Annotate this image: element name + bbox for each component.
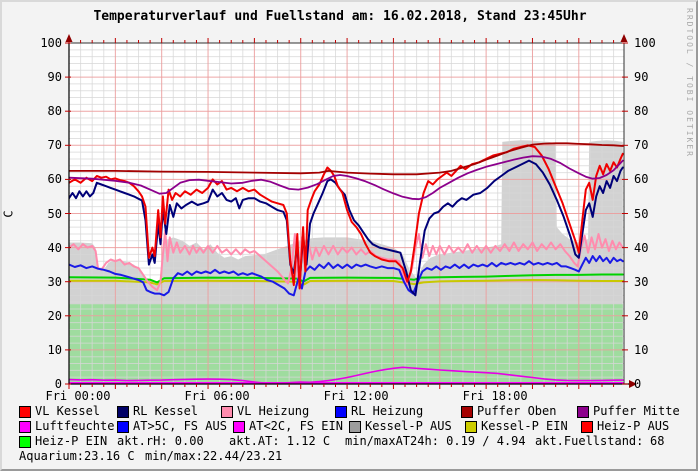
y-tick-label-left: 50 xyxy=(47,206,62,221)
stats-value: min/max:22.44/23.21 xyxy=(145,449,283,463)
legend-label: Kessel-P EIN xyxy=(481,419,568,433)
legend-label: VL Heizung xyxy=(237,404,310,418)
y-axis-arrow-left xyxy=(65,34,73,42)
y-tick-label-left: 90 xyxy=(47,70,62,85)
y-tick-label-left: 60 xyxy=(47,172,62,187)
stats-value: min/maxAT24h: 0.19 / 4.94 xyxy=(345,434,526,448)
y-tick-label-right: 60 xyxy=(634,172,649,187)
chart-title: Temperaturverlauf und Fuellstand am: 16.… xyxy=(93,9,587,24)
series-heiz-p-ein xyxy=(69,273,624,284)
legend-swatch xyxy=(465,421,477,433)
x-tick-label: Fri 06:00 xyxy=(184,389,250,403)
y-tick-label-right: 100 xyxy=(634,36,656,50)
legend-swatch xyxy=(461,406,473,418)
legend-label: RL Heizung xyxy=(351,404,424,418)
y-tick-label-left: 0 xyxy=(54,377,62,391)
legend-swatch xyxy=(335,406,347,418)
legend-label: Puffer Mitte xyxy=(593,404,680,418)
y-tick-label-right: 90 xyxy=(634,70,649,85)
y-tick-label-left: 10 xyxy=(47,342,62,357)
y-tick-label-right: 80 xyxy=(634,104,649,119)
y-tick-label-left: 70 xyxy=(47,138,62,153)
legend-label: AT<2C, FS EIN xyxy=(249,419,343,433)
legend-label: Kessel-P AUS xyxy=(365,419,452,433)
y-tick-label-left: 30 xyxy=(47,274,62,289)
y-tick-label-right: 70 xyxy=(634,138,649,153)
x-tick-label: Fri 12:00 xyxy=(323,389,389,403)
legend-label: Heiz-P AUS xyxy=(597,419,670,433)
legend-label: Luftfeuchte xyxy=(35,419,115,433)
legend-swatch xyxy=(581,421,593,433)
legend-swatch xyxy=(233,421,245,433)
legend-swatch xyxy=(19,436,31,448)
legend-swatch xyxy=(117,421,129,433)
series-puffer-mitte xyxy=(69,155,624,201)
area-heiz-p-ein-band xyxy=(69,304,623,384)
y-tick-label-left: 20 xyxy=(47,308,62,323)
series-kessel-p-ein xyxy=(69,279,624,286)
legend-label: Puffer Oben xyxy=(477,404,557,418)
legend-label: AT>5C, FS AUS xyxy=(133,419,227,433)
y-tick-label-right: 40 xyxy=(634,240,649,255)
stats-value: 68 xyxy=(650,434,665,448)
x-tick-label: Fri 18:00 xyxy=(462,389,528,403)
legend-label: Heiz-P EIN xyxy=(35,434,108,448)
legend-swatch xyxy=(221,406,233,418)
legend-swatch xyxy=(349,421,361,433)
y-tick-label-left: 80 xyxy=(47,104,62,119)
y-tick-label-left: 40 xyxy=(47,240,62,255)
y-tick-label-right: 30 xyxy=(634,274,649,289)
y-tick-label-left: 100 xyxy=(40,36,62,50)
y-tick-label-right: 20 xyxy=(634,308,649,323)
series-puffer-oben xyxy=(69,142,624,176)
legend-swatch xyxy=(19,406,31,418)
legend-swatch xyxy=(117,406,129,418)
legend-swatch xyxy=(19,421,31,433)
series-vl-heizung xyxy=(69,229,624,292)
stats-value: akt.Fuellstand: xyxy=(535,434,644,448)
series-rl-kessel xyxy=(69,159,624,297)
y-tick-label-right: 10 xyxy=(634,342,649,357)
x-tick-label: Fri 00:00 xyxy=(45,389,111,403)
series-vl-kessel xyxy=(69,144,624,290)
y-axis-arrow-right xyxy=(620,34,628,42)
legend-label: RL Kessel xyxy=(133,404,199,418)
series-at-fs-ein xyxy=(69,366,624,385)
x-axis-arrow xyxy=(629,380,637,388)
rrdtool-watermark: RRDTOOL / TOBI OETIKER xyxy=(685,8,694,158)
stats-value: akt.rH: 0.00 xyxy=(117,434,204,448)
y-tick-label-right: 50 xyxy=(634,206,649,221)
stats-value: Aquarium:23.16 C xyxy=(19,449,135,463)
series-rl-heizung xyxy=(69,255,624,297)
legend-label: VL Kessel xyxy=(35,404,101,418)
y-tick-label-right: 0 xyxy=(634,377,642,391)
stats-value: akt.AT: 1.12 C xyxy=(229,434,331,448)
legend-swatch xyxy=(577,406,589,418)
